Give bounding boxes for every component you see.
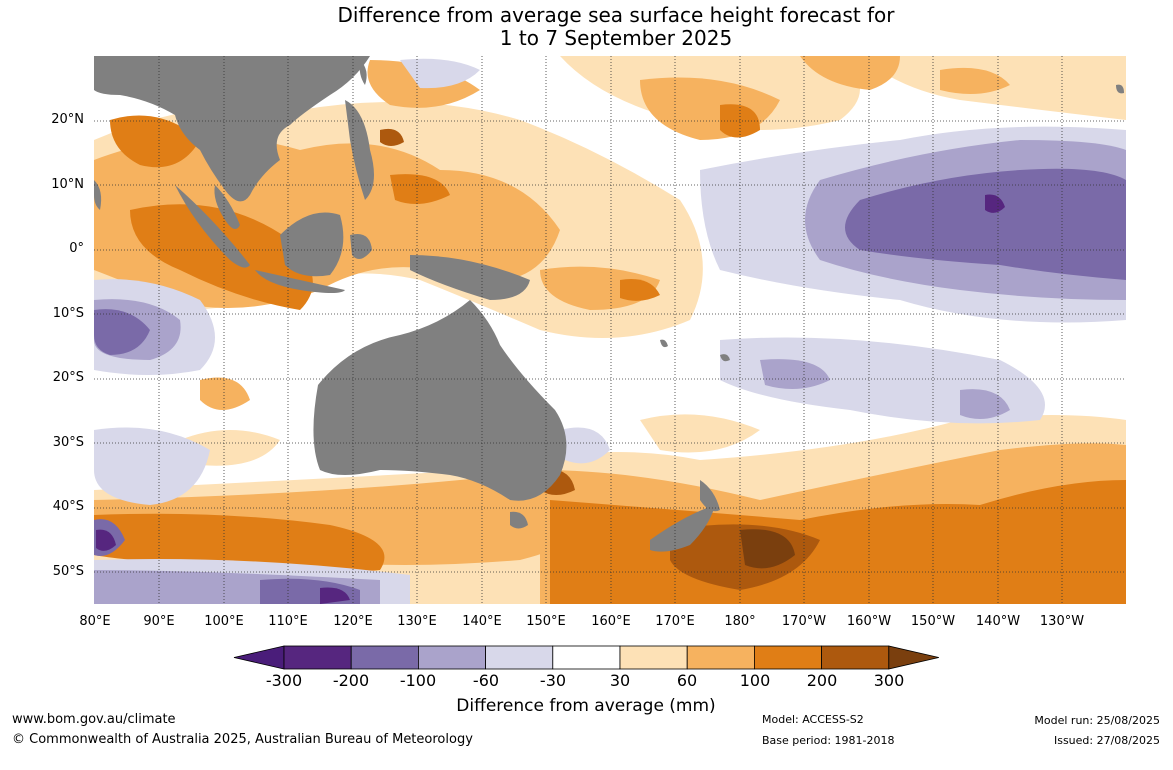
lon-label-100e: 100°E bbox=[204, 614, 244, 629]
colorbar-title: Difference from average (mm) bbox=[456, 696, 716, 716]
footer-copyright: © Commonwealth of Australia 2025, Austra… bbox=[12, 732, 473, 747]
lat-label-20n: 20°N bbox=[51, 112, 84, 127]
anomaly-neg-100-200-regions bbox=[94, 168, 1126, 604]
anomaly-neg-200-300-regions bbox=[96, 194, 1005, 604]
footer-model-run: Model run: 25/08/2025 bbox=[1034, 714, 1160, 727]
lon-label-180: 180° bbox=[724, 614, 756, 629]
lon-label-90e: 90°E bbox=[143, 614, 175, 629]
footer-base-period: Base period: 1981-2018 bbox=[762, 734, 895, 747]
land-masses bbox=[94, 56, 1124, 552]
map-title-line1: Difference from average sea surface heig… bbox=[337, 3, 895, 27]
lat-label-20s: 20°S bbox=[52, 370, 84, 385]
colorbar-label: 200 bbox=[806, 671, 838, 690]
lon-label-150w: 150°W bbox=[910, 614, 956, 629]
lon-label-150e: 150°E bbox=[526, 614, 566, 629]
map-plot-area bbox=[94, 56, 1126, 604]
colorbar-swatch bbox=[686, 645, 755, 670]
colorbar-swatch bbox=[485, 645, 554, 670]
lon-label-130w: 130°W bbox=[1039, 614, 1085, 629]
lon-label-170w: 170°W bbox=[781, 614, 827, 629]
lon-label-140w: 140°W bbox=[975, 614, 1021, 629]
lon-label-130e: 130°E bbox=[397, 614, 437, 629]
lat-label-0: 0° bbox=[69, 241, 84, 256]
footer-issued: Issued: 27/08/2025 bbox=[1053, 734, 1160, 747]
colorbar-arrow-low bbox=[233, 645, 285, 670]
colorbar-swatch bbox=[754, 645, 823, 670]
lon-label-120e: 120°E bbox=[333, 614, 373, 629]
colorbar-swatch bbox=[283, 645, 352, 670]
lat-label-30s: 30°S bbox=[52, 435, 84, 450]
lat-label-50s: 50°S bbox=[52, 564, 84, 579]
colorbar-label: 30 bbox=[609, 671, 631, 690]
anomaly-over-300-region bbox=[740, 529, 795, 569]
colorbar-label: -300 bbox=[265, 671, 303, 690]
lon-label-160e: 160°E bbox=[591, 614, 631, 629]
colorbar-label: -200 bbox=[332, 671, 370, 690]
lon-label-80e: 80°E bbox=[79, 614, 111, 629]
colorbar-label: -60 bbox=[472, 671, 500, 690]
colorbar-label: -30 bbox=[539, 671, 567, 690]
colorbar-swatches bbox=[233, 645, 939, 670]
colorbar-arrow-high bbox=[888, 645, 939, 670]
colorbar-label: 60 bbox=[676, 671, 698, 690]
colorbar-swatch bbox=[619, 645, 688, 670]
colorbar-swatch bbox=[417, 645, 486, 670]
colorbar-label: 100 bbox=[739, 671, 771, 690]
lon-label-110e: 110°E bbox=[268, 614, 308, 629]
lat-label-10s: 10°S bbox=[52, 306, 84, 321]
lon-label-170e: 170°E bbox=[655, 614, 695, 629]
lon-label-160w: 160°W bbox=[846, 614, 892, 629]
footer-model: Model: ACCESS-S2 bbox=[762, 713, 864, 726]
lon-label-140e: 140°E bbox=[462, 614, 502, 629]
map-title-line2: 1 to 7 September 2025 bbox=[499, 26, 733, 50]
map-graticule bbox=[94, 56, 1126, 604]
colorbar-swatch bbox=[821, 645, 890, 670]
colorbar-label: 300 bbox=[873, 671, 905, 690]
colorbar-swatch bbox=[350, 645, 419, 670]
colorbar-label: -100 bbox=[399, 671, 437, 690]
lat-label-10n: 10°N bbox=[51, 177, 84, 192]
lat-label-40s: 40°S bbox=[52, 499, 84, 514]
colorbar-swatch bbox=[552, 645, 621, 670]
footer-website-link[interactable]: www.bom.gov.au/climate bbox=[12, 712, 176, 727]
map-title: Difference from average sea surface heig… bbox=[0, 4, 1173, 50]
